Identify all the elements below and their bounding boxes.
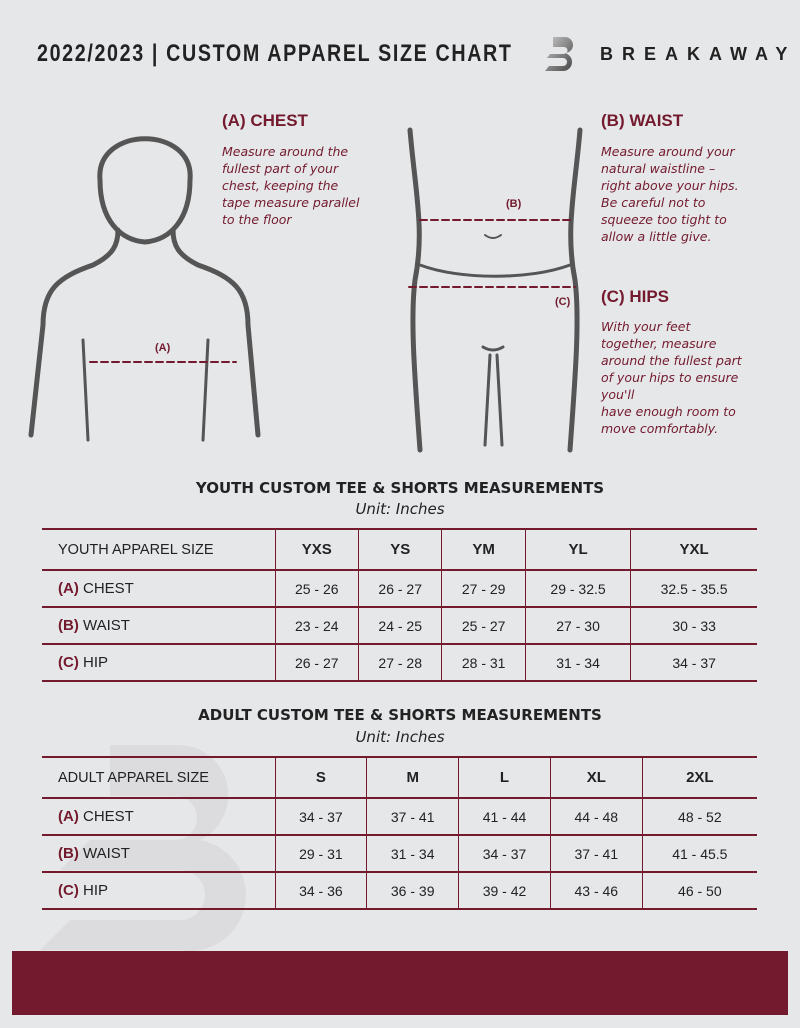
youth-table-title: YOUTH CUSTOM TEE & SHORTS MEASUREMENTS — [195, 479, 605, 497]
measurement-code: (B) — [58, 617, 79, 634]
measurement-value: 26 - 27 — [274, 644, 359, 682]
measurement-value: 30 - 33 — [630, 607, 757, 645]
youth-size-table: YOUTH APPAREL SIZE YXS YS YM YL YXL (A) CHEST 2… — [42, 528, 757, 682]
table-header-row: YOUTH APPAREL SIZE YXS YS YM YL YXL — [42, 529, 757, 571]
adult-size-table: ADULT APPAREL SIZE S M L XL 2XL (A) CHEST 34 - … — [42, 756, 757, 910]
measurement-code: (C) — [58, 654, 79, 671]
adult-table-unit: Unit: Inches — [355, 728, 445, 746]
measurement-code: (C) — [58, 882, 79, 899]
measurement-value: 23 - 24 — [274, 607, 359, 645]
measurement-value: 43 - 46 — [549, 872, 643, 910]
breakaway-logo-icon — [545, 37, 573, 71]
measurement-label: (B) WAIST — [42, 835, 275, 873]
chest-heading: (A) CHEST — [222, 111, 308, 130]
measurement-value: 27 - 28 — [357, 644, 442, 682]
size-column-header: YXS — [274, 529, 359, 571]
measurement-value: 27 - 29 — [441, 570, 526, 608]
measurement-value: 29 - 32.5 — [524, 570, 631, 608]
hips-instructions: With your feet together, measure around … — [601, 319, 742, 436]
measurement-value: 34 - 36 — [274, 872, 367, 910]
measurement-value: 34 - 37 — [458, 835, 551, 873]
measurement-name: CHEST — [83, 580, 134, 597]
size-column-header: 2XL — [641, 757, 757, 799]
measurement-value: 34 - 37 — [630, 644, 757, 682]
measurement-code: (A) — [58, 808, 79, 825]
measurement-name: HIP — [83, 654, 109, 671]
measurement-value: 39 - 42 — [458, 872, 551, 910]
size-column-header: L — [458, 757, 551, 799]
page-title: 2022/2023 | CUSTOM APPAREL SIZE CHART — [37, 40, 513, 67]
size-column-header: YL — [524, 529, 631, 571]
youth-table-unit: Unit: Inches — [355, 500, 445, 518]
measurement-name: WAIST — [83, 845, 130, 862]
measurement-label: (A) CHEST — [42, 570, 275, 608]
measurement-label: (B) WAIST — [42, 607, 275, 645]
upper-body-figure — [28, 136, 261, 442]
table-row: (B) WAIST 29 - 31 31 - 34 34 - 37 37 - 41 41 … — [42, 835, 757, 873]
table-row: (B) WAIST 23 - 24 24 - 25 25 - 27 27 - 30 30 … — [42, 607, 757, 645]
measurement-value: 29 - 31 — [274, 835, 367, 873]
measurement-code: (A) — [58, 580, 79, 597]
table-row: (A) CHEST 34 - 37 37 - 41 41 - 44 44 - 48 48 … — [42, 798, 757, 836]
measurement-value: 48 - 52 — [641, 798, 757, 836]
measurement-name: HIP — [83, 882, 109, 899]
measurement-value: 28 - 31 — [441, 644, 526, 682]
size-column-header: YM — [441, 529, 526, 571]
size-column-header: S — [274, 757, 367, 799]
lower-body-figure — [407, 127, 583, 453]
measurement-value: 27 - 30 — [524, 607, 631, 645]
measurement-value: 31 - 34 — [366, 835, 459, 873]
table-row: (C) HIP 34 - 36 36 - 39 39 - 42 43 - 46 46 - … — [42, 872, 757, 910]
measurement-value: 31 - 34 — [524, 644, 631, 682]
measurement-value: 25 - 26 — [274, 570, 359, 608]
size-header: ADULT APPAREL SIZE — [42, 757, 275, 799]
size-column-header: YXL — [630, 529, 757, 571]
size-column-header: M — [366, 757, 459, 799]
waist-instructions: Measure around your natural waistline – … — [601, 144, 739, 244]
chest-marker: (A) — [155, 342, 171, 354]
measurement-value: 32.5 - 35.5 — [630, 570, 757, 608]
measurement-value: 25 - 27 — [441, 607, 526, 645]
table-row: (C) HIP 26 - 27 27 - 28 28 - 31 31 - 34 34 - … — [42, 644, 757, 682]
size-column-header: YS — [357, 529, 442, 571]
measurement-value: 37 - 41 — [549, 835, 643, 873]
measurement-value: 44 - 48 — [549, 798, 643, 836]
measurement-value: 41 - 44 — [458, 798, 551, 836]
measurement-value: 46 - 50 — [641, 872, 757, 910]
adult-table-title: ADULT CUSTOM TEE & SHORTS MEASUREMENTS — [198, 706, 602, 724]
size-header: YOUTH APPAREL SIZE — [42, 529, 275, 571]
table-row: (A) CHEST 25 - 26 26 - 27 27 - 29 29 - 32.5 3… — [42, 570, 757, 608]
measurement-label: (C) HIP — [42, 872, 275, 910]
measurement-value: 36 - 39 — [366, 872, 459, 910]
hips-heading: (C) HIPS — [601, 287, 669, 306]
measurement-name: CHEST — [83, 808, 134, 825]
brand-name: BREAKAWAY — [600, 44, 797, 64]
measurement-name: WAIST — [83, 617, 130, 634]
measurement-value: 24 - 25 — [357, 607, 442, 645]
measurement-code: (B) — [58, 845, 79, 862]
measurement-value: 34 - 37 — [274, 798, 367, 836]
footer-bar — [12, 951, 788, 1015]
measurement-label: (A) CHEST — [42, 798, 275, 836]
table-header-row: ADULT APPAREL SIZE S M L XL 2XL — [42, 757, 757, 799]
chest-instructions: Measure around the fullest part of your … — [222, 144, 360, 227]
measurement-value: 41 - 45.5 — [641, 835, 757, 873]
measurement-value: 26 - 27 — [357, 570, 442, 608]
measurement-label: (C) HIP — [42, 644, 275, 682]
waist-heading: (B) WAIST — [601, 111, 684, 130]
hips-marker: (C) — [555, 296, 571, 308]
size-column-header: XL — [549, 757, 643, 799]
waist-marker: (B) — [506, 198, 522, 210]
measurement-value: 37 - 41 — [366, 798, 459, 836]
